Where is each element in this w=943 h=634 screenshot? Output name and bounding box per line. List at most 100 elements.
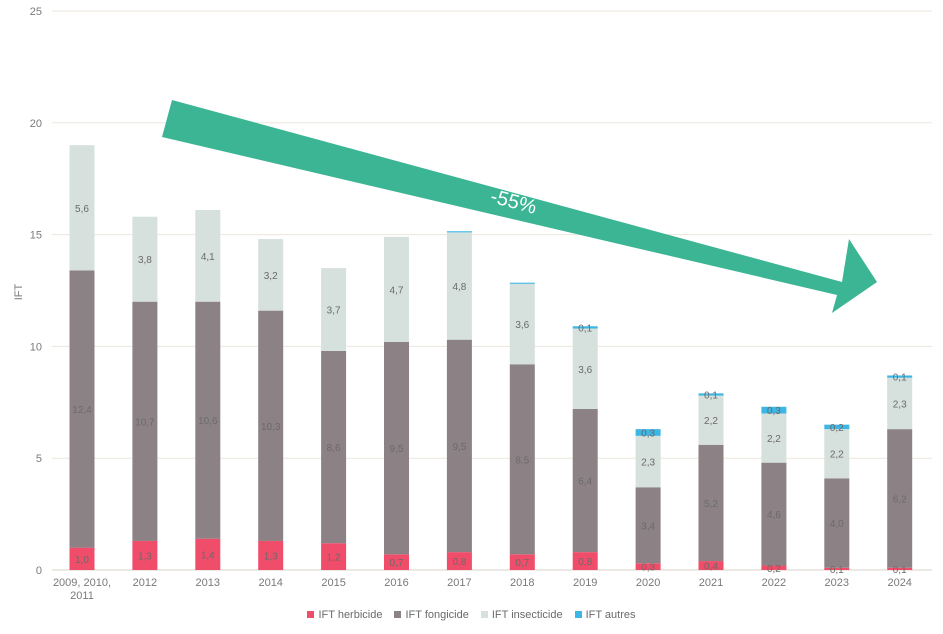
legend-label: IFT herbicide <box>318 609 383 621</box>
bar-segment <box>509 283 535 365</box>
bar-segment <box>509 364 535 555</box>
bar-segment <box>446 231 472 233</box>
data-label: 2,2 <box>704 416 718 427</box>
y-tick-label: 0 <box>36 565 42 577</box>
bar-segment <box>321 350 347 544</box>
bar-segment <box>761 565 787 570</box>
bar-segment <box>824 567 850 570</box>
data-label: 4,6 <box>767 510 781 521</box>
x-tick-label: 2019 <box>573 577 597 589</box>
data-label: 1,4 <box>201 550 215 561</box>
data-label: 6,4 <box>578 477 592 488</box>
legend-item: IFT fongicide <box>394 609 469 621</box>
x-tick-label: 2011 <box>70 590 94 602</box>
y-tick-label: 15 <box>30 230 42 242</box>
y-tick-label: 5 <box>36 453 42 465</box>
data-label: 3,8 <box>138 255 152 266</box>
x-tick-label: 2013 <box>196 577 220 589</box>
y-axis: 0 5 10 15 20 25 <box>30 6 42 577</box>
data-label: 4,7 <box>390 285 404 296</box>
bar-segment <box>195 210 221 302</box>
bar-segment <box>446 339 472 553</box>
bar-segment <box>572 328 598 410</box>
x-axis: 2009, 2010,2011 2012 2013 2014 2015 2016 2017 2… <box>53 577 912 602</box>
data-label: 0,4 <box>704 562 718 573</box>
bar-segment <box>195 301 221 539</box>
bar-segment <box>132 540 158 570</box>
bar-segment <box>887 567 913 570</box>
trend-arrow-shape <box>162 100 877 313</box>
data-label: 0,3 <box>641 428 655 439</box>
data-label: 10,6 <box>198 416 218 427</box>
bar-segment <box>69 145 95 271</box>
x-tick-label: 2020 <box>636 577 660 589</box>
data-label: 4,0 <box>830 519 844 530</box>
bar-segment <box>132 216 158 302</box>
x-tick-label: 2022 <box>762 577 786 589</box>
legend-label: IFT fongicide <box>405 609 469 621</box>
data-label: 0,2 <box>830 423 844 434</box>
legend-swatch <box>480 611 488 618</box>
legend-item: IFT autres <box>574 609 636 621</box>
data-labels: 1,0 12,4 5,6 1,3 10,7 3,8 1,4 10,6 4,1 1,3 10,3 3,2… <box>72 204 907 576</box>
data-label: 2,2 <box>767 434 781 445</box>
bar-segment <box>698 393 724 396</box>
legend-item: IFT insecticide <box>480 609 563 621</box>
data-label: 3,7 <box>327 306 341 317</box>
data-label: 5,6 <box>75 204 89 215</box>
data-label: 1,3 <box>264 551 278 562</box>
bar-segment <box>761 406 787 414</box>
bar-segment <box>509 282 535 284</box>
bar-segment <box>698 444 724 562</box>
legend-swatch <box>307 611 315 618</box>
bar-segment <box>258 239 284 311</box>
data-label: 4,1 <box>201 252 215 263</box>
bar-segment <box>509 554 535 570</box>
x-tick-label: 2014 <box>258 577 282 589</box>
data-label: 0,7 <box>390 558 404 569</box>
bar-segment <box>321 543 347 570</box>
data-label: 0,2 <box>767 564 781 575</box>
y-tick-label: 20 <box>30 118 42 130</box>
data-label: 1,3 <box>138 551 152 562</box>
data-label: 2,3 <box>641 458 655 469</box>
x-tick-label: 2015 <box>321 577 345 589</box>
data-label: 8,5 <box>515 455 529 466</box>
grid <box>52 10 932 571</box>
data-label: 1,0 <box>75 555 89 566</box>
y-tick-label: 10 <box>30 341 42 353</box>
data-label: 3,6 <box>515 320 529 331</box>
bars <box>69 145 913 570</box>
x-tick-label: 2017 <box>447 577 471 589</box>
data-label: 12,4 <box>72 405 92 416</box>
bar-segment <box>887 375 913 378</box>
x-tick-label: 2016 <box>384 577 408 589</box>
x-tick-label: 2018 <box>510 577 534 589</box>
legend-swatch <box>394 611 402 618</box>
x-tick-label: 2021 <box>699 577 723 589</box>
data-label: 1,2 <box>327 553 341 564</box>
data-label: 10,7 <box>135 417 155 428</box>
data-label: 3,6 <box>578 365 592 376</box>
data-label: 9,5 <box>452 442 466 453</box>
bar-segment <box>635 563 661 570</box>
bar-segment <box>698 561 724 570</box>
y-axis-label: IFT <box>13 283 25 300</box>
bar-segment <box>446 552 472 570</box>
data-label: 9,5 <box>390 444 404 455</box>
data-label: 0,1 <box>893 373 907 384</box>
data-label: 8,6 <box>327 443 341 454</box>
bar-segment <box>321 268 347 351</box>
data-label: 0,3 <box>767 406 781 417</box>
legend-item: IFT herbicide <box>307 609 382 621</box>
bar-segment <box>824 429 850 479</box>
bar-segment <box>887 429 913 568</box>
legend: IFT herbicide IFT fongicide IFT insecticid… <box>0 609 943 621</box>
data-label: 2,3 <box>893 399 907 410</box>
data-label: 0,3 <box>641 563 655 574</box>
bar-segment <box>635 429 661 436</box>
bar-segment <box>824 478 850 568</box>
data-label: 6,2 <box>893 494 907 505</box>
data-label: 0,1 <box>704 390 718 401</box>
bar-segment <box>69 270 95 548</box>
